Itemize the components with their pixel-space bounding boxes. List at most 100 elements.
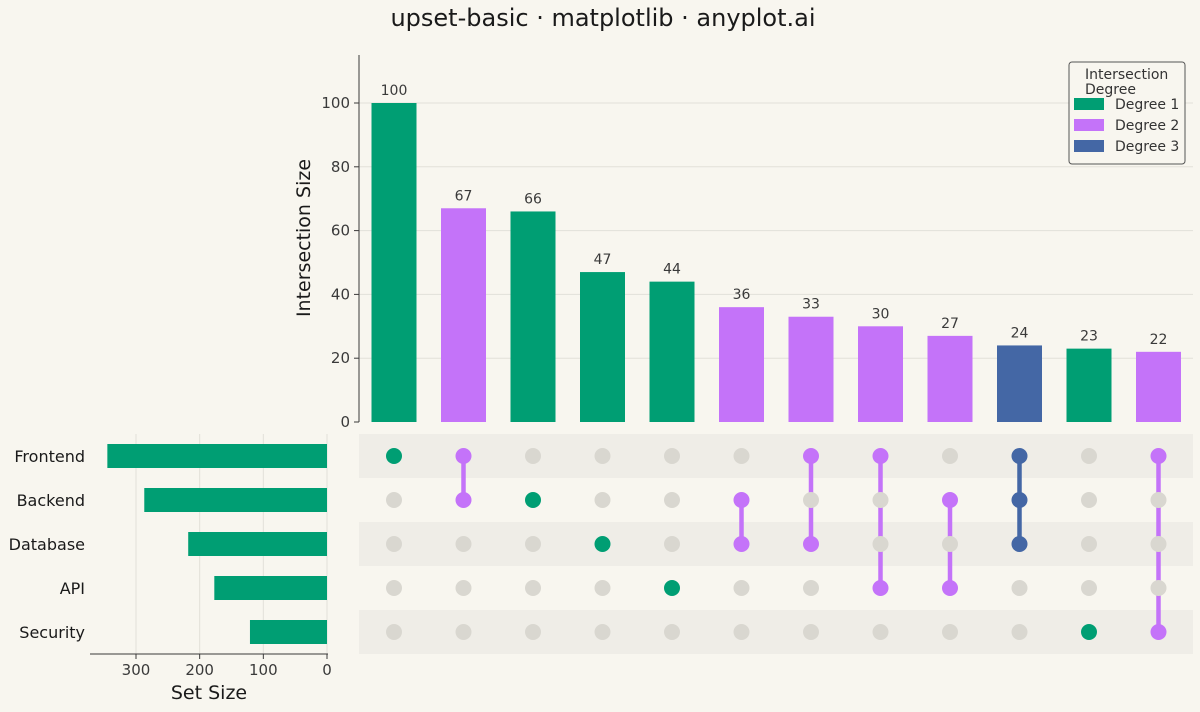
set-size-bar (107, 444, 327, 468)
intersection-bar (1136, 351, 1181, 422)
membership-dot-inactive (664, 536, 680, 552)
membership-dot-inactive (1081, 536, 1097, 552)
membership-dot-inactive (525, 536, 541, 552)
y-tick-label: 20 (331, 349, 350, 367)
intersection-bar (788, 316, 834, 422)
y-axis-label: Intersection Size (293, 159, 315, 317)
membership-dot-inactive (942, 448, 958, 464)
legend-entry-label: Degree 3 (1115, 139, 1179, 155)
set-label: API (60, 579, 85, 598)
legend-frame (1068, 61, 1186, 165)
intersection-bar (858, 326, 903, 422)
x-tick-label: 0 (322, 661, 332, 679)
membership-dot-active (872, 448, 889, 464)
intersection-bar (649, 281, 695, 422)
y-tick-label: 100 (321, 94, 350, 112)
legend-title: Degree (1085, 82, 1136, 98)
y-tick-label: 40 (331, 285, 350, 303)
x-tick-label: 200 (185, 661, 214, 679)
membership-dot-inactive (1011, 580, 1028, 596)
y-tick-label: 60 (331, 222, 350, 240)
legend-entry-label: Degree 1 (1115, 97, 1179, 113)
legend-entry-label: Degree 2 (1115, 118, 1179, 134)
bar-value-label: 27 (941, 316, 959, 332)
membership-dot-active (803, 536, 819, 552)
membership-dot-inactive (525, 624, 541, 640)
set-label: Frontend (14, 447, 85, 466)
membership-dot-inactive (803, 580, 819, 596)
membership-matrix (359, 434, 1193, 654)
membership-dot-inactive (455, 624, 472, 640)
matrix-row-stripe (359, 522, 1193, 566)
membership-dot-active (386, 448, 402, 464)
membership-dot-active (942, 580, 958, 596)
intersection-bar (441, 208, 486, 422)
membership-dot-active (1150, 448, 1167, 464)
membership-dot-inactive (1011, 624, 1028, 640)
membership-dot-inactive (942, 624, 958, 640)
intersection-bar (927, 335, 973, 422)
membership-dot-inactive (386, 624, 402, 640)
x-tick-label: 300 (122, 661, 151, 679)
intersection-bar (719, 307, 764, 422)
bar-value-label: 100 (381, 83, 408, 99)
y-tick-label: 80 (331, 158, 350, 176)
membership-dot-inactive (525, 580, 541, 596)
membership-dot-active (942, 492, 958, 508)
membership-dot-active (803, 448, 819, 464)
chart-title: upset-basic · matplotlib · anyplot.ai (390, 4, 815, 32)
membership-dot-active (664, 580, 680, 596)
membership-dot-active (1150, 624, 1167, 640)
membership-dot-active (455, 492, 472, 508)
membership-dot-inactive (803, 492, 819, 508)
membership-dot-active (594, 536, 611, 552)
membership-dot-inactive (525, 448, 541, 464)
x-axis-label: Set Size (171, 682, 247, 704)
membership-dot-inactive (594, 492, 611, 508)
membership-dot-inactive (733, 580, 750, 596)
intersection-bar-panel: 0 20 40 60 80 100 Intersection Size 100 67 66 47 44… (293, 55, 1193, 431)
membership-dot-inactive (386, 580, 402, 596)
legend-swatch (1074, 140, 1104, 152)
intersection-bar (510, 211, 556, 422)
membership-dot-active (872, 580, 889, 596)
membership-dot-inactive (872, 536, 889, 552)
legend-swatch (1074, 98, 1104, 110)
membership-dot-active (1011, 492, 1028, 508)
x-tick-label: 100 (249, 661, 278, 679)
membership-dot-active (733, 492, 750, 508)
matrix-row-stripe (359, 434, 1193, 478)
set-label: Database (9, 535, 85, 554)
membership-dot-inactive (594, 624, 611, 640)
membership-dot-inactive (872, 492, 889, 508)
set-size-bar (188, 532, 327, 556)
membership-dot-active (733, 536, 750, 552)
matrix-row-stripe (359, 610, 1193, 654)
membership-dot-inactive (1081, 448, 1097, 464)
membership-dot-active (455, 448, 472, 464)
set-label: Backend (17, 491, 85, 510)
membership-dot-active (1011, 536, 1028, 552)
y-tick-label: 0 (340, 413, 350, 431)
membership-dot-inactive (1081, 492, 1097, 508)
membership-dot-inactive (872, 624, 889, 640)
membership-dot-inactive (386, 492, 402, 508)
bar-value-label: 67 (455, 188, 473, 204)
membership-dot-inactive (1150, 580, 1167, 596)
membership-dot-inactive (386, 536, 402, 552)
membership-dot-inactive (594, 580, 611, 596)
membership-dot-inactive (733, 624, 750, 640)
legend-swatch (1074, 119, 1104, 131)
membership-dot-active (1011, 448, 1028, 464)
bar-value-label: 24 (1011, 325, 1029, 341)
membership-dot-inactive (1150, 536, 1167, 552)
set-size-bar (214, 576, 327, 600)
bar-value-label: 66 (524, 191, 542, 207)
membership-dot-active (525, 492, 541, 508)
membership-dot-inactive (664, 492, 680, 508)
bar-value-label: 44 (663, 262, 681, 278)
membership-dot-inactive (733, 448, 750, 464)
bar-value-label: 47 (594, 252, 612, 268)
